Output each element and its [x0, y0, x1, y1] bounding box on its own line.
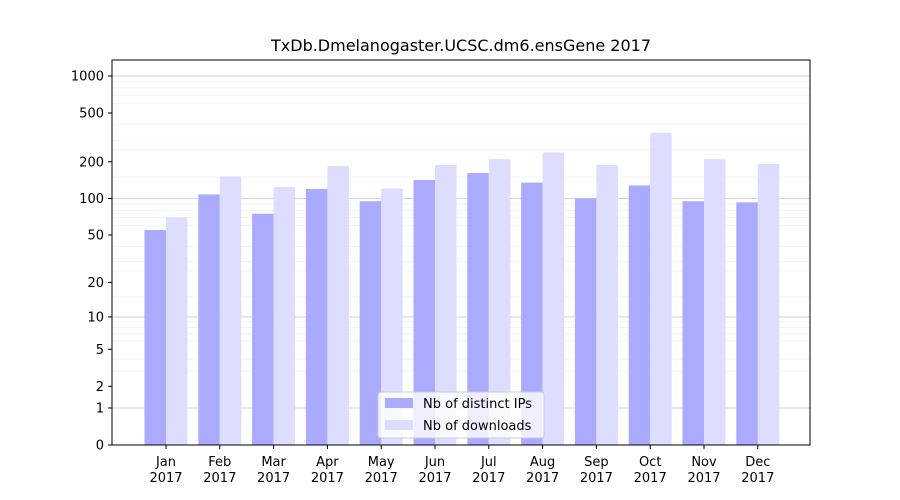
legend: Nb of distinct IPs Nb of downloads: [377, 391, 545, 439]
x-tick-label: Oct 2017: [634, 455, 667, 486]
bar-ips: [305, 188, 328, 445]
x-tick-label: Dec 2017: [741, 455, 774, 486]
x-tick-label: Apr 2017: [311, 455, 344, 486]
bar-ips: [574, 198, 597, 445]
x-tick-label: Jul 2017: [472, 455, 505, 486]
bar-ips: [628, 185, 651, 445]
plot-frame: [111, 59, 811, 446]
legend-label-ips: Nb of distinct IPs: [423, 397, 532, 412]
bar-ips: [359, 201, 382, 445]
bar-ips: [467, 172, 489, 446]
bar-ips: [736, 202, 758, 445]
bar-downloads: [704, 159, 726, 445]
x-tick-label: Jun 2017: [418, 455, 451, 486]
x-axis: Jan 2017 Feb 2017 Mar 2017 Apr 2017 May 2017 Jun 20…: [149, 445, 774, 486]
y-axis: 0 1 2 5 10 20 50 100 200 500 1000: [71, 70, 112, 454]
bar-downloads: [650, 132, 672, 445]
x-tick-label: Nov 2017: [687, 455, 720, 486]
x-tick-label: Mar 2017: [257, 455, 290, 486]
y-tick-label: 100: [79, 192, 104, 207]
x-tick-label: Jan 2017: [149, 455, 182, 486]
x-tick-label: Feb 2017: [203, 455, 236, 486]
bar-downloads: [166, 217, 188, 445]
x-tick-label: Aug 2017: [526, 455, 559, 486]
x-tick-label: Sep 2017: [580, 455, 613, 486]
bar-downloads: [542, 152, 565, 446]
x-tick-label: May 2017: [365, 455, 398, 486]
y-tick-label: 20: [87, 276, 104, 291]
y-tick-label: 500: [79, 106, 104, 121]
bar-downloads: [219, 176, 242, 446]
legend-swatch-downloads: [385, 420, 413, 430]
bar-downloads: [273, 187, 296, 445]
y-tick-label: 1: [96, 401, 104, 416]
y-tick-label: 10: [87, 310, 104, 325]
bar-ips: [144, 230, 166, 445]
bars: [144, 132, 780, 446]
bar-downloads: [435, 165, 457, 445]
y-tick-label: 50: [87, 229, 104, 244]
bar-downloads: [757, 163, 780, 446]
legend-label-downloads: Nb of downloads: [423, 419, 532, 434]
bar-ips: [413, 179, 435, 446]
bar-ips: [521, 182, 543, 445]
y-tick-label: 5: [96, 343, 104, 358]
legend-box: [377, 391, 545, 439]
bar-downloads: [596, 165, 618, 445]
bar-ips: [252, 213, 274, 445]
chart-title: TxDb.Dmelanogaster.UCSC.dm6.ensGene 2017: [270, 36, 651, 55]
bar-downloads: [327, 166, 349, 445]
bar-downloads: [488, 159, 511, 445]
y-tick-label: 1000: [71, 70, 104, 85]
legend-swatch-ips: [385, 398, 413, 408]
y-tick-label: 0: [96, 439, 104, 454]
bar-ips: [682, 201, 704, 445]
y-tick-label: 2: [96, 380, 104, 395]
bar-downloads: [381, 188, 403, 445]
y-tick-label: 200: [79, 155, 104, 170]
bar-ips: [198, 194, 220, 445]
